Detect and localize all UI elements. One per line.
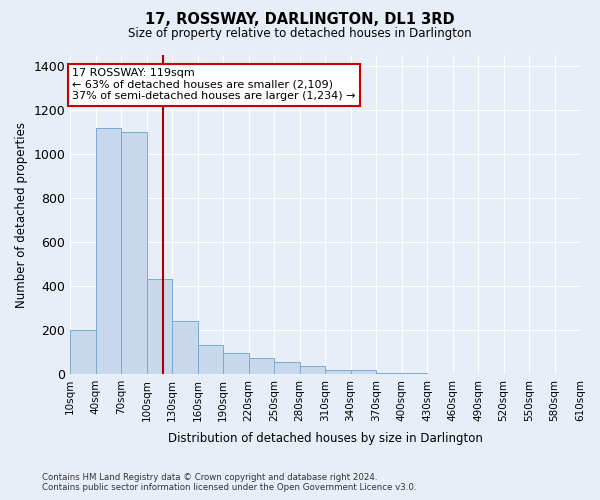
Bar	[325, 370, 350, 374]
Text: 17, ROSSWAY, DARLINGTON, DL1 3RD: 17, ROSSWAY, DARLINGTON, DL1 3RD	[145, 12, 455, 28]
Text: Contains HM Land Registry data © Crown copyright and database right 2024.
Contai: Contains HM Land Registry data © Crown c…	[42, 473, 416, 492]
X-axis label: Distribution of detached houses by size in Darlington: Distribution of detached houses by size …	[168, 432, 482, 445]
Y-axis label: Number of detached properties: Number of detached properties	[15, 122, 28, 308]
Bar	[96, 128, 121, 374]
Bar	[401, 373, 427, 374]
Bar	[223, 353, 248, 374]
Text: Size of property relative to detached houses in Darlington: Size of property relative to detached ho…	[128, 28, 472, 40]
Text: 17 ROSSWAY: 119sqm
← 63% of detached houses are smaller (2,109)
37% of semi-deta: 17 ROSSWAY: 119sqm ← 63% of detached hou…	[72, 68, 355, 102]
Bar	[376, 373, 401, 374]
Bar	[198, 346, 223, 374]
Bar	[147, 280, 172, 374]
Bar	[172, 321, 198, 374]
Bar	[299, 366, 325, 374]
Bar	[70, 330, 96, 374]
Bar	[121, 132, 147, 374]
Bar	[274, 362, 299, 374]
Bar	[350, 370, 376, 374]
Bar	[248, 358, 274, 374]
